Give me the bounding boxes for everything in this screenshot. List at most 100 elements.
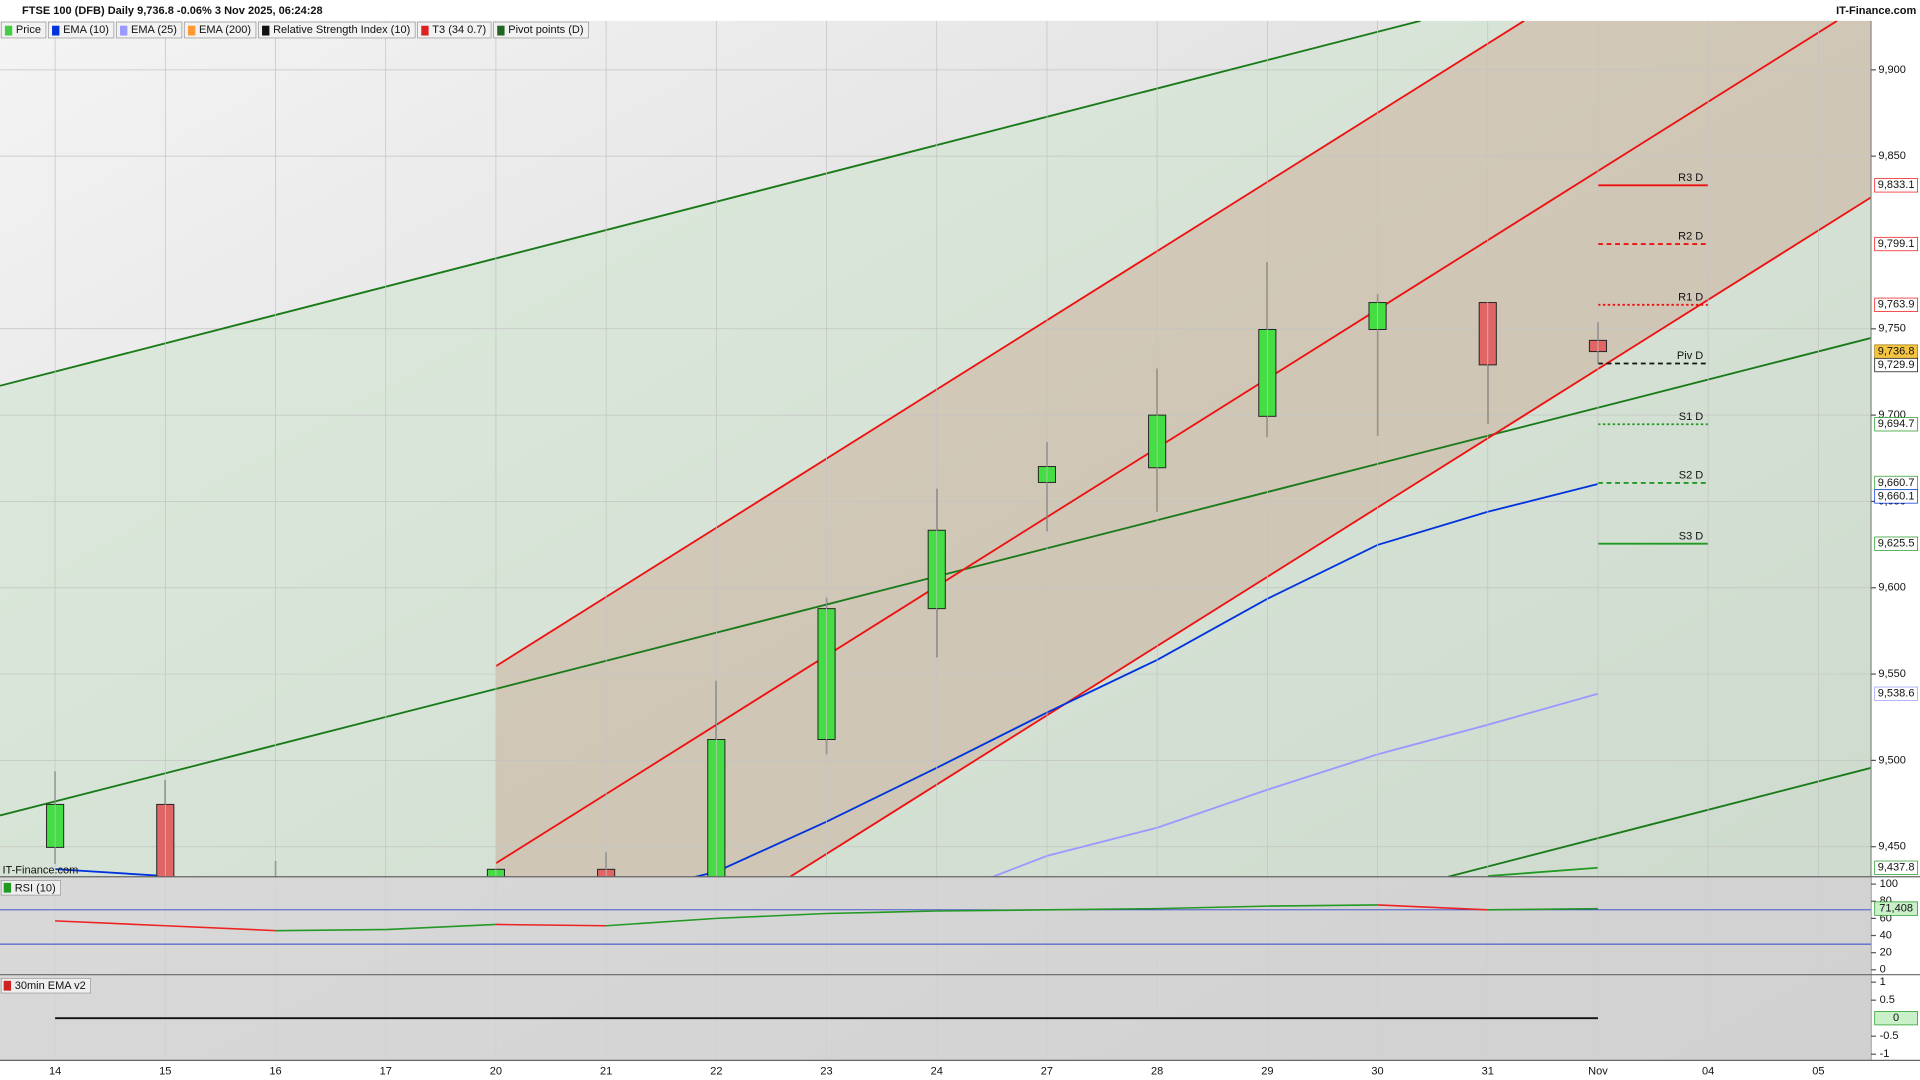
panel-title: RSI (10) — [15, 882, 56, 894]
main-panel — [0, 20, 1872, 877]
watermark: IT-Finance.com — [2, 865, 78, 877]
x-tick-label: 15 — [159, 1065, 171, 1077]
legend-label: EMA (200) — [199, 24, 251, 36]
x-tick-label: 04 — [1702, 1065, 1714, 1077]
rsi-segment — [275, 928, 386, 932]
x-tick-label: 27 — [1041, 1065, 1053, 1077]
rsi-segment — [495, 923, 607, 927]
y-tick-label: 40 — [1880, 929, 1892, 941]
x-tick-label: 17 — [380, 1065, 392, 1077]
panel-swatch — [3, 882, 12, 893]
rsi-segment — [826, 910, 937, 915]
legend-item — [258, 21, 416, 39]
rsi-segment — [165, 924, 276, 932]
price-tag — [1874, 686, 1918, 701]
legend-item — [493, 21, 589, 39]
price-tag — [1874, 901, 1918, 916]
pivot-label: Piv D — [1677, 350, 1703, 362]
price-tag-label: 9,799.1 — [1878, 238, 1915, 250]
legend-swatch — [497, 25, 505, 36]
y-tick-label: 1 — [1880, 976, 1886, 988]
y-tick-label: 9,700 — [1878, 409, 1906, 421]
y-tick-label: 20 — [1880, 947, 1892, 959]
legend-label: EMA (10) — [63, 24, 109, 36]
legend-label: Pivot points (D) — [508, 24, 583, 36]
legend-item — [115, 21, 183, 39]
rsi-segment — [1487, 907, 1598, 911]
x-tick-label: 14 — [49, 1065, 61, 1077]
price-tag-label: 9,538.6 — [1878, 688, 1915, 700]
x-tick-label: 21 — [600, 1065, 612, 1077]
trendline — [0, 20, 1421, 387]
y-tick-label: 60 — [1880, 912, 1892, 924]
x-tick-label: 23 — [820, 1065, 832, 1077]
panel-title-box — [0, 880, 61, 896]
y-tick-label: 9,550 — [1878, 668, 1906, 680]
pivot-label: R1 D — [1678, 291, 1703, 303]
price-tag-label: 71,408 — [1879, 903, 1913, 915]
y-tick-label: -0.5 — [1880, 1030, 1899, 1042]
rsi-segment — [936, 909, 1047, 912]
y-tick-label: 0.5 — [1880, 994, 1895, 1006]
legend-item — [417, 21, 492, 39]
pivot-label: S1 D — [1679, 411, 1704, 423]
green-zone — [0, 20, 1872, 877]
red-zone — [495, 20, 1872, 877]
rsi-segment — [1377, 904, 1488, 911]
chart-title: FTSE 100 (DFB) Daily 9,736.8 -0.06% 3 No… — [22, 5, 323, 17]
price-tag-label: 9,660.1 — [1878, 490, 1915, 502]
legend-label: T3 (34 0.7) — [432, 24, 486, 36]
y-tick-label: 9,750 — [1878, 323, 1906, 335]
price-tag-label: 9,729.9 — [1878, 359, 1915, 371]
trendline — [495, 20, 1525, 667]
x-tick-label: 28 — [1151, 1065, 1163, 1077]
pivot-label: S3 D — [1679, 530, 1704, 542]
price-tag-label: 9,625.5 — [1878, 538, 1915, 550]
price-tag — [1874, 860, 1918, 875]
brand: IT-Finance.com — [1836, 5, 1916, 17]
panel-background — [0, 876, 1872, 975]
legend-item — [0, 21, 47, 39]
price-tag — [1874, 357, 1918, 373]
price-tag — [1874, 236, 1918, 252]
trendline — [1447, 766, 1872, 877]
x-tick-label: 16 — [269, 1065, 281, 1077]
y-tick-label: 0 — [1880, 964, 1886, 976]
price-tag — [1874, 536, 1918, 551]
legend-swatch — [421, 25, 429, 36]
rsi-segment — [606, 917, 717, 927]
x-tick-label: 31 — [1482, 1065, 1494, 1077]
ema-line — [1487, 866, 1599, 877]
x-tick-label: Nov — [1588, 1065, 1608, 1077]
rsi-segment — [55, 920, 166, 927]
price-tag-label: 9,763.9 — [1878, 299, 1915, 311]
x-tick-label: 22 — [710, 1065, 722, 1077]
legend-swatch — [262, 25, 270, 36]
y-tick-label: 9,850 — [1878, 150, 1906, 162]
price-tag — [1874, 1011, 1918, 1026]
x-tick-label: 20 — [490, 1065, 502, 1077]
price-tag — [1874, 178, 1918, 193]
price-tag — [1874, 297, 1918, 312]
x-tick-label: 30 — [1371, 1065, 1383, 1077]
legend-label: EMA (25) — [131, 24, 177, 36]
legend-label: Relative Strength Index (10) — [273, 24, 410, 36]
legend-item — [183, 21, 257, 39]
y-tick-label: 9,450 — [1878, 841, 1906, 853]
pivot-label: S2 D — [1679, 470, 1704, 482]
panel-title-box — [0, 978, 91, 994]
y-tick-label: 9,600 — [1878, 582, 1906, 594]
legend-swatch — [4, 25, 13, 36]
price-tag — [1874, 417, 1918, 432]
price-tag-label: 9,736.8 — [1878, 345, 1915, 357]
rsi-segment — [1157, 905, 1268, 910]
price-tag-label: 9,833.1 — [1878, 179, 1915, 191]
legend-item — [48, 21, 115, 39]
rsi-segment — [1046, 907, 1158, 911]
legend-swatch — [187, 25, 196, 36]
rsi-segment — [1267, 904, 1378, 907]
panel-swatch — [3, 980, 12, 991]
y-tick-label: 9,500 — [1878, 754, 1906, 766]
